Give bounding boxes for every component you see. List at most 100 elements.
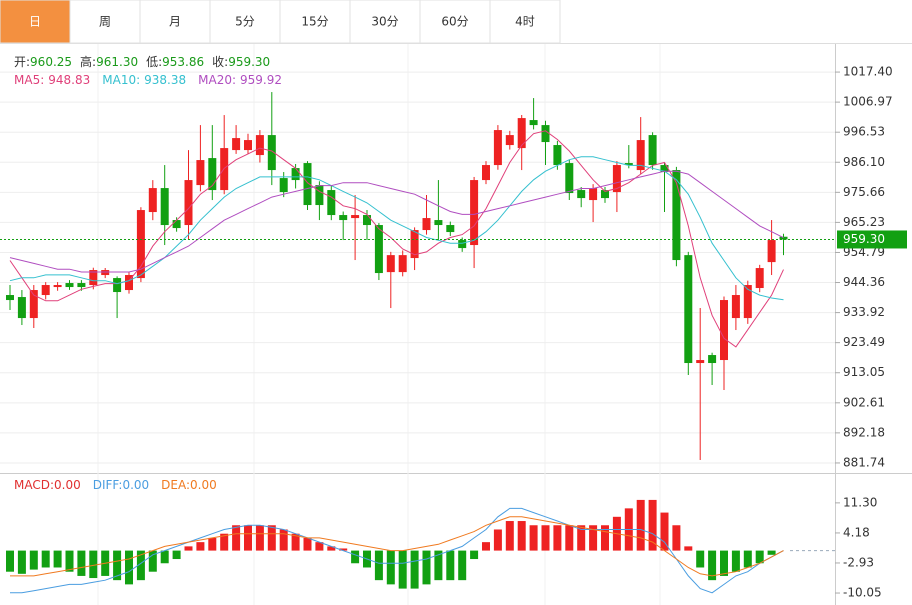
tab-label[interactable]: 周 (99, 15, 111, 29)
macd-bar (89, 550, 98, 579)
macd-bar (660, 512, 669, 551)
macd-bar (482, 542, 490, 551)
y-tick-label: 1017.40 (843, 65, 893, 79)
last-price-label: 959.30 (843, 232, 885, 246)
tab-label[interactable]: 15分 (301, 15, 328, 29)
macd-bar (196, 542, 205, 551)
candle-body (743, 285, 752, 319)
tab[interactable] (139, 0, 211, 44)
candle-body (279, 178, 288, 193)
y-tick-label: 923.49 (843, 335, 885, 349)
ma-line (9, 170, 784, 273)
candle-body (624, 163, 633, 166)
candle-body (672, 170, 681, 261)
macd-bar (279, 529, 288, 551)
tab[interactable] (69, 0, 141, 44)
info-value: 959.30 (228, 55, 270, 69)
y-tick-label: 4.18 (843, 525, 870, 539)
macd-bar (315, 542, 324, 551)
candle-body (148, 188, 157, 213)
candle-body (184, 180, 193, 226)
tab[interactable] (419, 0, 491, 44)
tab[interactable] (349, 0, 421, 44)
candle-body (458, 240, 467, 249)
candle-body (291, 168, 300, 181)
ma-line (9, 156, 784, 301)
candle-body (517, 118, 526, 149)
macd-bar (577, 525, 586, 551)
macd-bar (17, 550, 26, 574)
macd-bar (53, 550, 62, 568)
macd-bar (172, 550, 181, 560)
macd-bar (244, 525, 252, 551)
candle-body (577, 190, 586, 199)
candle-body (363, 215, 371, 226)
macd-bar (422, 550, 431, 585)
candle-body (65, 283, 74, 288)
ma-legend: MA5: 948.83 MA10: 938.38 MA20: 959.92 (14, 73, 282, 87)
candle-body (565, 163, 574, 194)
y-tick-label: 975.66 (843, 185, 885, 199)
tab-label[interactable]: 30分 (371, 15, 398, 29)
candle-body (172, 220, 181, 229)
macd-bar (77, 550, 86, 576)
macd-bar (517, 521, 526, 551)
macd-bar (720, 550, 728, 576)
candle-body (398, 255, 407, 273)
legend-value: 948.83 (48, 73, 90, 87)
macd-bar (208, 537, 217, 551)
candle-body (89, 270, 98, 286)
candle-body (660, 165, 669, 173)
candle-body (505, 135, 514, 146)
candle-body (696, 360, 705, 364)
candle-body (53, 285, 62, 288)
candle-body (720, 300, 728, 361)
macd-bar (601, 525, 609, 551)
macd-bar (589, 525, 598, 551)
tab-label[interactable]: 4时 (515, 15, 535, 29)
candle-body (208, 158, 217, 191)
candle-body (351, 215, 360, 219)
tab[interactable] (279, 0, 351, 44)
macd-line (10, 507, 784, 594)
tab-label[interactable]: 60分 (441, 15, 468, 29)
legend-name: MA20: (198, 73, 236, 87)
macd-bar (446, 550, 455, 581)
tab-label[interactable]: 日 (29, 15, 41, 29)
macd-bar (29, 550, 38, 570)
legend-value: 0.00 (190, 478, 217, 492)
macd-bar (374, 550, 383, 581)
y-tick-label: -10.05 (843, 586, 882, 600)
macd-bar (553, 525, 562, 551)
candle-body (303, 163, 312, 206)
y-tick-label: 944.36 (843, 275, 885, 289)
candle-body (589, 188, 598, 201)
candle-body (755, 268, 764, 289)
macd-bar (708, 550, 717, 581)
candle-body (493, 130, 502, 166)
candle-body (684, 255, 693, 364)
tab-label[interactable]: 月 (169, 15, 181, 29)
macd-bar (755, 550, 764, 564)
candle-body (386, 255, 395, 273)
macd-bar (684, 546, 693, 551)
macd-bar (743, 550, 752, 568)
macd-bar (767, 550, 776, 555)
y-tick-label: 881.74 (843, 455, 885, 469)
candle-body (470, 180, 479, 246)
candle-body (77, 283, 86, 288)
candle-body (410, 230, 419, 259)
candle-body (101, 270, 110, 276)
info-label: 高: (80, 54, 96, 69)
macd-bar (255, 525, 264, 551)
macd-bar (529, 525, 538, 551)
tab-label[interactable]: 5分 (235, 15, 255, 29)
macd-bar (696, 550, 705, 568)
candle-body (160, 188, 169, 226)
macd-line (10, 516, 784, 577)
candle-body (17, 297, 26, 319)
tab[interactable] (489, 0, 561, 44)
info-label: 低: (146, 55, 162, 69)
